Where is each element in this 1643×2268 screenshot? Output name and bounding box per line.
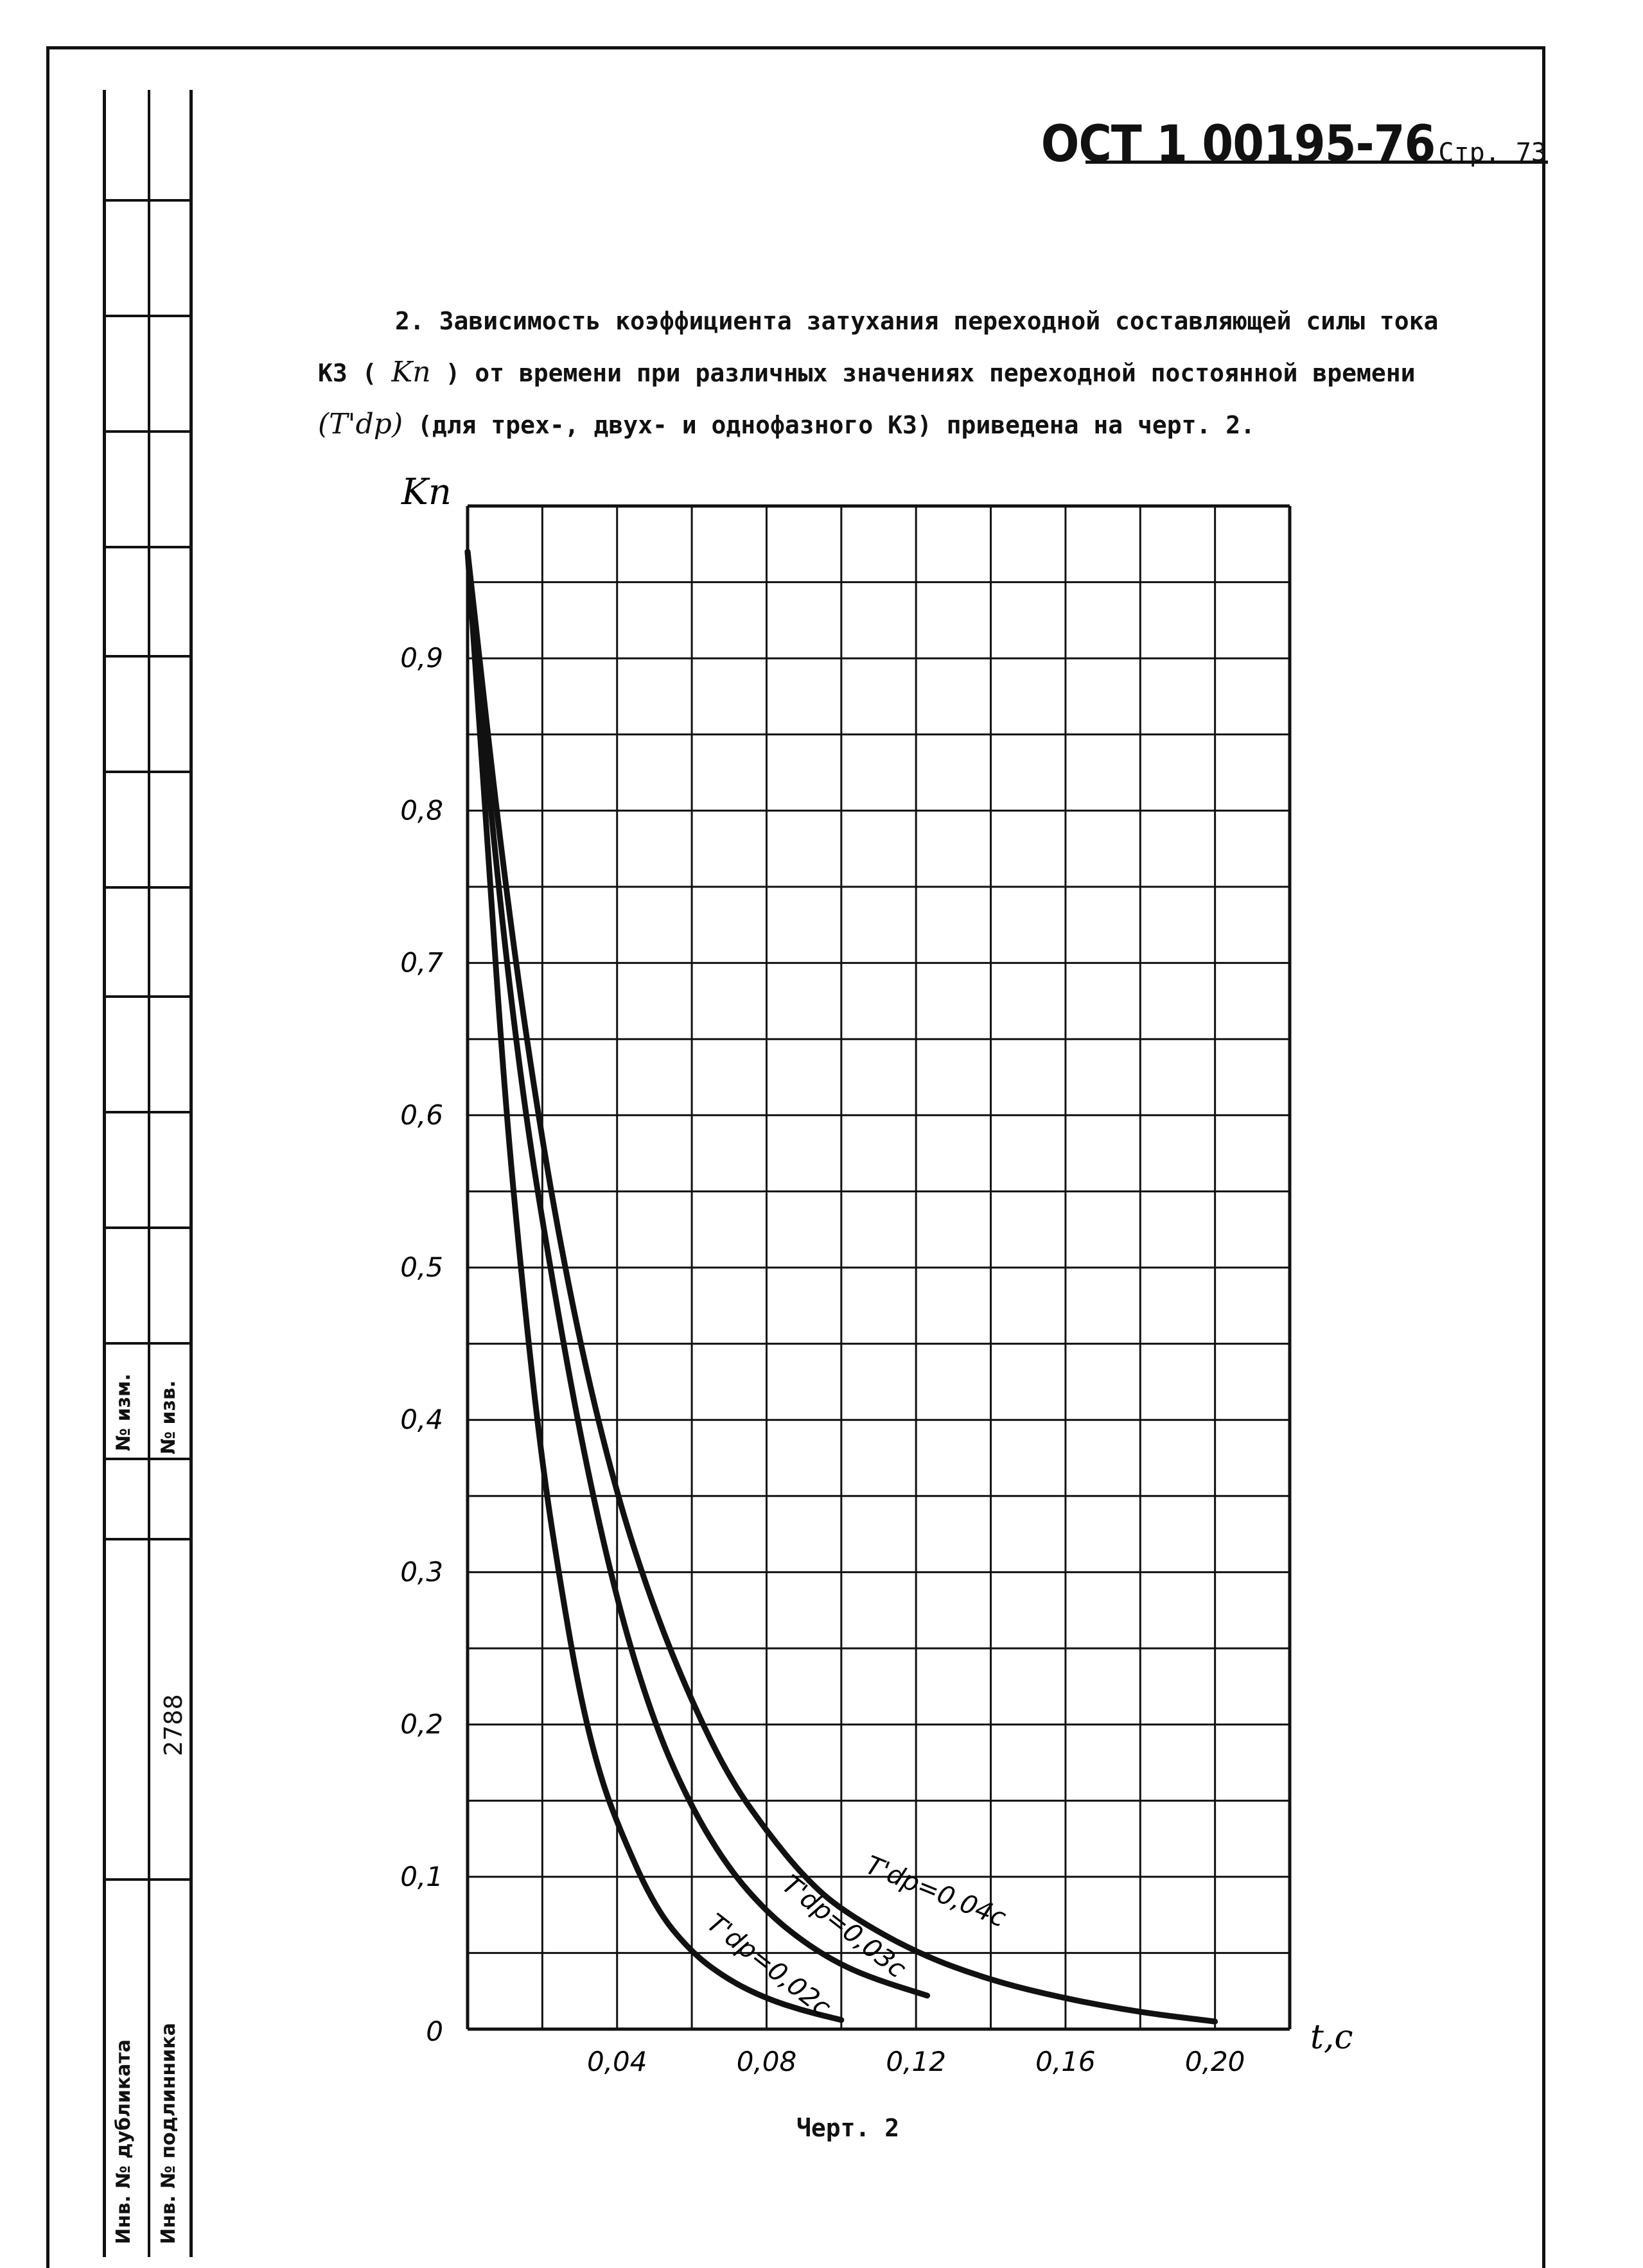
chart-curves <box>464 548 1218 2025</box>
stamp-row <box>103 1111 193 1113</box>
stamp-row <box>103 995 193 998</box>
x-tick-label: 0,04 <box>587 2046 647 2077</box>
y-tick-label: 0,6 <box>400 1099 443 1131</box>
paragraph-line-3: (T'dp) (для трех-, двух- и однофазного К… <box>318 399 1506 451</box>
page-frame <box>46 46 1545 2268</box>
y-tick-label: 0 <box>426 2016 443 2047</box>
y-tick-label: 0,9 <box>400 642 443 674</box>
series-line <box>464 548 931 1999</box>
x-tick-label: 0,12 <box>886 2046 946 2077</box>
y-tick-label: 0,1 <box>400 1861 443 1892</box>
y-tick-label: 0,5 <box>400 1252 443 1283</box>
stamp-row <box>103 199 193 202</box>
time-constant-symbol: (T'dp) <box>318 408 403 441</box>
paragraph-text: КЗ ( <box>318 359 377 387</box>
series-line <box>464 548 845 2023</box>
figure-caption: Черт. 2 <box>796 2114 900 2142</box>
header-underline <box>1085 161 1548 164</box>
stamp-row <box>103 1342 193 1345</box>
coefficient-symbol: Kп <box>391 356 431 388</box>
x-axis-label: t,c <box>1310 2018 1353 2057</box>
paragraph-line-2: КЗ ( Kп ) от времени при различных значе… <box>318 347 1506 399</box>
stamp-row <box>103 886 193 889</box>
side-stamp-divider <box>148 90 150 2257</box>
stamp-row <box>103 1226 193 1229</box>
y-tick-label: 0,3 <box>400 1556 443 1587</box>
description-paragraph: 2. Зависимость коэффициента затухания пе… <box>318 295 1506 451</box>
stamp-row <box>103 1458 193 1460</box>
y-tick-label: 0,7 <box>400 947 443 979</box>
paragraph-line-1: 2. Зависимость коэффициента затухания пе… <box>395 307 1439 335</box>
stamp-row <box>103 546 193 548</box>
stamp-row <box>103 1878 193 1881</box>
stamp-row <box>103 771 193 773</box>
x-tick-label: 0,20 <box>1185 2046 1245 2077</box>
side-stamp-table <box>103 90 193 2257</box>
series-label: T'dp=0,04c <box>861 1851 1010 1933</box>
stamp-row <box>103 655 193 658</box>
chart-ticks: 0 0,1 0,2 0,3 0,4 0,5 0,6 0,7 0,8 0,9 0,04 0,08 0,12… <box>400 642 1245 2077</box>
stamp-row <box>103 430 193 433</box>
chart-grid <box>466 504 1292 2031</box>
series-label: T'dp=0,02c <box>701 1908 836 2023</box>
y-tick-label: 0,8 <box>400 794 443 826</box>
x-tick-label: 0,08 <box>737 2046 797 2077</box>
decay-chart: 0 0,1 0,2 0,3 0,4 0,5 0,6 0,7 0,8 0,9 0,04 0,08 0,12… <box>400 471 1353 2077</box>
stamp-row <box>103 315 193 317</box>
paragraph-text: ) от времени при различных значениях пер… <box>445 359 1416 387</box>
y-tick-label: 0,2 <box>400 1709 443 1740</box>
stamp-row <box>103 1538 193 1540</box>
x-tick-label: 0,16 <box>1035 2046 1096 2077</box>
standard-number: ОСТ 1 00195-76 <box>1041 116 1436 173</box>
y-axis-label: Kп <box>401 471 452 513</box>
series-line <box>464 548 1218 2025</box>
y-tick-label: 0,4 <box>400 1404 443 1435</box>
paragraph-text: (для трех-, двух- и однофазного КЗ) прив… <box>403 411 1256 439</box>
